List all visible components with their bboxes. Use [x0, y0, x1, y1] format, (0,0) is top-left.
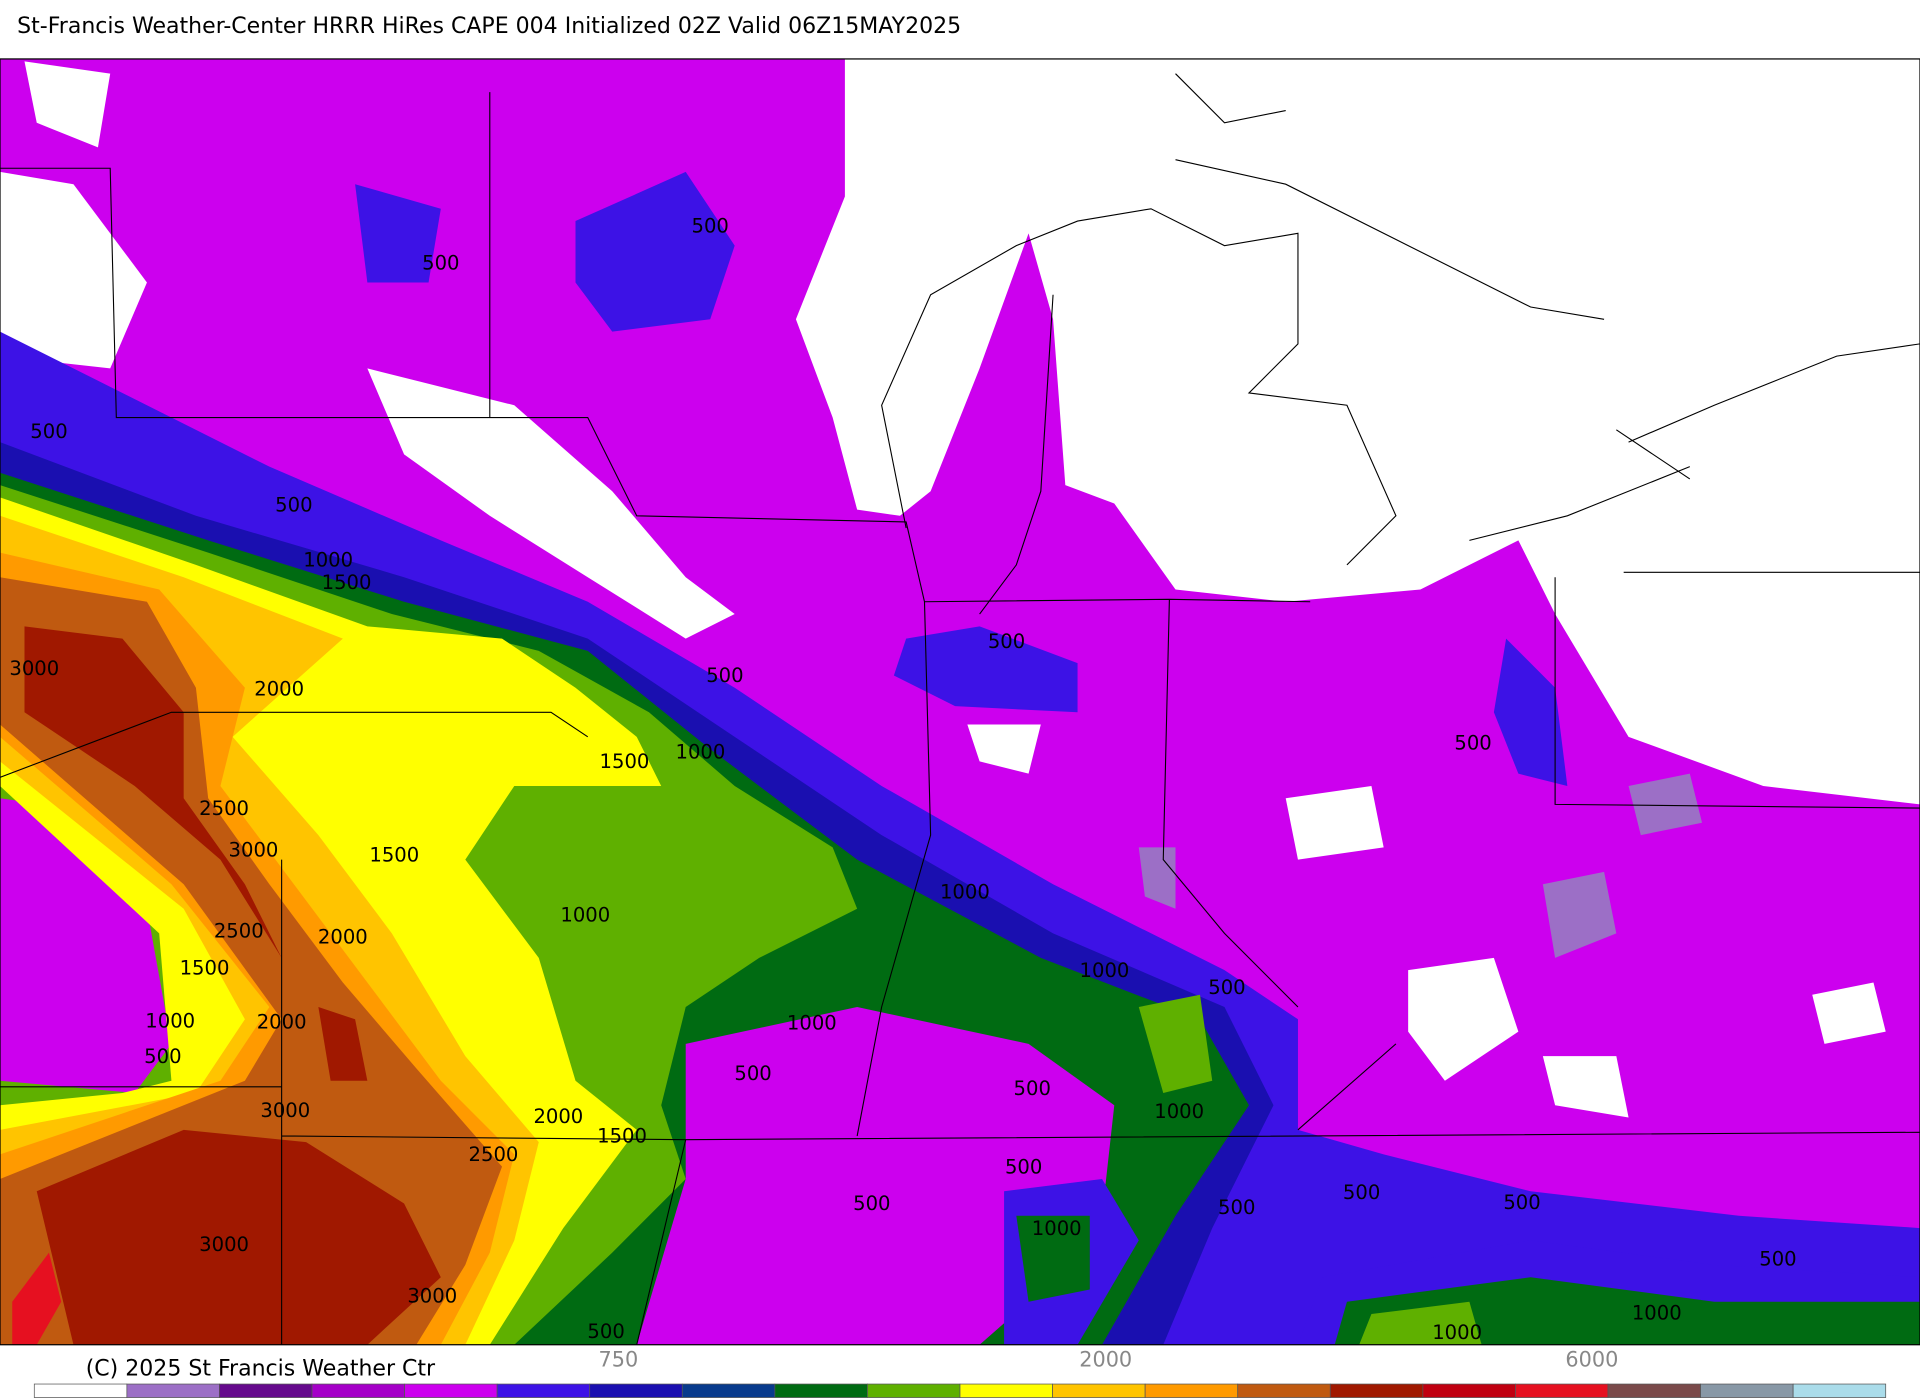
colorbar: 750 2000 6000	[33, 1348, 1887, 1398]
contour-label: 500	[422, 252, 459, 275]
colorbar-label: 750	[599, 1348, 639, 1372]
contour-label: 500	[1503, 1191, 1540, 1214]
contour-label: 1000	[1154, 1100, 1204, 1123]
contour-label: 2500	[469, 1143, 519, 1166]
colorbar-label: 6000	[1565, 1348, 1618, 1372]
copyright: (C) 2025 St Francis Weather Ctr	[86, 1356, 436, 1381]
contour-label: 1000	[1632, 1302, 1682, 1325]
colorbar-swatch	[219, 1383, 313, 1398]
colorbar-swatch	[1515, 1383, 1609, 1398]
colorbar-swatch	[959, 1383, 1053, 1398]
contour-label: 500	[1208, 976, 1245, 999]
contour-label: 500	[1014, 1077, 1051, 1100]
title: St-Francis Weather-Center HRRR HiRes CAP…	[17, 14, 961, 39]
contour-label: 1000	[303, 549, 353, 572]
contour-label: 500	[988, 630, 1025, 653]
contour-label: 1000	[145, 1009, 195, 1032]
cape-field	[0, 58, 1920, 1345]
colorbar-swatch	[1237, 1383, 1331, 1398]
contour-label: 500	[1005, 1155, 1042, 1178]
colorbar-swatch	[311, 1383, 405, 1398]
contour-label: 1500	[322, 571, 372, 594]
colorbar-swatch	[1422, 1383, 1516, 1398]
colorbar-swatch	[589, 1383, 683, 1398]
contour-label: 500	[706, 664, 743, 687]
contour-label: 1500	[600, 750, 650, 773]
contour-label: 2500	[199, 797, 249, 820]
contour-label: 500	[1343, 1181, 1380, 1204]
colorbar-swatch	[1607, 1383, 1701, 1398]
contour-label: 2000	[254, 678, 304, 701]
contour-label: 1000	[940, 880, 990, 903]
contour-label: 1000	[675, 740, 725, 763]
contour-label: 500	[1218, 1196, 1255, 1219]
contour-label: 3000	[260, 1099, 310, 1122]
colorbar-swatch	[1792, 1383, 1887, 1398]
colorbar-swatch	[1144, 1383, 1239, 1398]
contour-label: 2500	[214, 920, 264, 943]
contour-label: 500	[692, 215, 729, 238]
colorbar-swatch	[681, 1383, 776, 1398]
contour-label: 2000	[533, 1105, 583, 1128]
contour-label: 3000	[229, 839, 279, 862]
colorbar-swatch	[867, 1383, 961, 1398]
contour-label: 2000	[318, 926, 368, 949]
contour-label: 1000	[1080, 959, 1130, 982]
contour-label: 500	[587, 1320, 624, 1343]
colorbar-swatch	[1329, 1383, 1424, 1398]
contour-label: 500	[734, 1062, 771, 1085]
contour-label: 500	[30, 420, 67, 443]
contour-label: 500	[1454, 732, 1491, 755]
contour-label: 2000	[257, 1010, 307, 1033]
contour-label: 500	[144, 1045, 181, 1068]
contour-label: 500	[853, 1192, 890, 1215]
contour-label: 1000	[787, 1012, 837, 1035]
colorbar-swatch	[1700, 1383, 1794, 1398]
contour-label: 1500	[369, 843, 419, 866]
colorbar-label: 2000	[1079, 1348, 1132, 1372]
contour-label: 500	[1759, 1247, 1796, 1270]
colorbar-swatch	[1052, 1383, 1146, 1398]
contour-label: 500	[275, 493, 312, 516]
contour-label: 3000	[199, 1233, 249, 1256]
colorbar-swatch	[404, 1383, 498, 1398]
colorbar-swatch	[126, 1383, 220, 1398]
contour-label: 3000	[407, 1284, 457, 1307]
contour-label: 1000	[1032, 1217, 1082, 1240]
contour-label: 1000	[560, 904, 610, 927]
contour-label: 1500	[597, 1125, 647, 1148]
contour-label: 1000	[1432, 1321, 1482, 1344]
contour-label: 1500	[180, 956, 230, 979]
contour-label: 3000	[9, 657, 59, 680]
borders	[0, 73, 1920, 1345]
colorbar-swatch	[33, 1383, 128, 1398]
colorbar-swatch	[496, 1383, 591, 1398]
colorbar-swatch	[774, 1383, 868, 1398]
